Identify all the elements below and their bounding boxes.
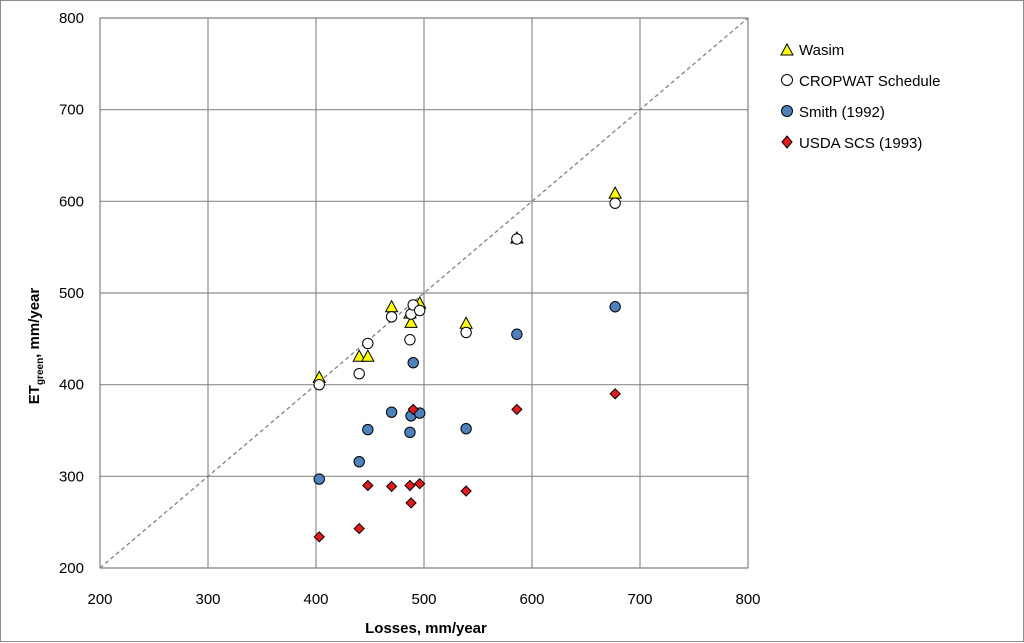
point-circle-8 (460, 422, 472, 435)
point-circle-2 (362, 337, 374, 350)
x-tick-label-3: 500 (411, 591, 436, 608)
point-circle-3 (385, 311, 398, 323)
point-circle-7 (413, 304, 426, 317)
series-3 (313, 388, 621, 543)
point-circle-1 (353, 455, 365, 468)
one-to-one-line (99, 17, 749, 569)
x-tick-labels: 200 300 400 500 600 700 800 (87, 591, 760, 608)
legend-label-wasim: Wasim (799, 42, 844, 59)
series-2 (313, 301, 621, 485)
y-axis-title: ETgreen, mm/year (26, 288, 46, 405)
x-axis-title: Losses, mm/year (365, 620, 487, 637)
series-0 (312, 186, 623, 383)
point-diamond-9 (511, 403, 523, 416)
y-axis-title-subscript: green (35, 358, 46, 385)
point-triangle-5 (404, 315, 418, 328)
legend-marker-diamond (781, 135, 793, 149)
point-circle-2 (362, 423, 374, 436)
y-tick-label-1: 300 (59, 468, 84, 485)
point-circle-9 (511, 233, 523, 245)
x-tick-label-4: 600 (519, 591, 544, 608)
point-circle-1 (353, 367, 365, 380)
y-tick-label-5: 700 (59, 102, 84, 119)
point-diamond-7 (413, 477, 426, 490)
legend-marker-circle-open (781, 74, 793, 86)
legend-marker-triangle (780, 42, 794, 56)
legend-item-smith: Smith (1992) (781, 104, 885, 121)
legend-label-cropwat: CROPWAT Schedule (799, 73, 940, 90)
point-circle-0 (313, 378, 325, 391)
point-triangle-10 (608, 186, 623, 199)
y-tick-label-6: 800 (59, 10, 84, 27)
legend-item-cropwat: CROPWAT Schedule (781, 73, 940, 90)
point-circle-3 (385, 406, 398, 418)
x-tick-label-0: 200 (87, 591, 112, 608)
y-tick-label-2: 400 (59, 377, 84, 394)
point-diamond-10 (609, 388, 621, 400)
point-diamond-0 (313, 531, 325, 543)
legend-item-wasim: Wasim (780, 42, 844, 59)
point-triangle-8 (459, 316, 473, 329)
point-diamond-5 (405, 497, 417, 509)
legend-marker-circle-blue (781, 105, 793, 117)
y-tick-labels: 200 300 400 500 600 700 800 (59, 10, 84, 577)
point-triangle-2 (360, 349, 375, 362)
point-diamond-1 (353, 522, 365, 535)
y-tick-label-4: 600 (59, 193, 84, 210)
legend-label-smith: Smith (1992) (799, 104, 885, 121)
point-circle-9 (511, 328, 523, 340)
x-tick-label-5: 700 (627, 591, 652, 608)
y-tick-label-0: 200 (59, 560, 84, 577)
y-tick-label-3: 500 (59, 285, 84, 302)
data-points (312, 186, 623, 543)
point-triangle-3 (384, 299, 399, 313)
point-circle-4 (404, 334, 416, 346)
point-diamond-6 (407, 403, 419, 416)
x-tick-label-6: 800 (735, 591, 760, 608)
x-tick-label-1: 300 (195, 591, 220, 608)
point-diamond-2 (362, 479, 374, 492)
y-axis-title-main: ET (26, 385, 43, 404)
plot-area (99, 17, 749, 569)
point-circle-6 (407, 356, 419, 369)
x-tick-label-2: 400 (303, 591, 328, 608)
series-1 (313, 197, 621, 391)
legend-label-usda: USDA SCS (1993) (799, 135, 922, 152)
point-diamond-8 (460, 485, 472, 497)
point-circle-4 (404, 426, 416, 439)
legend: Wasim CROPWAT Schedule Smith (1992) USDA… (780, 42, 940, 152)
point-triangle-1 (352, 349, 367, 362)
point-diamond-4 (404, 479, 416, 492)
point-circle-8 (460, 326, 472, 339)
point-circle-10 (609, 301, 621, 313)
point-circle-0 (313, 473, 325, 485)
y-axis-title-rest: , mm/year (26, 288, 43, 358)
point-circle-10 (609, 197, 621, 209)
legend-item-usda: USDA SCS (1993) (781, 135, 922, 152)
point-diamond-3 (385, 480, 398, 493)
